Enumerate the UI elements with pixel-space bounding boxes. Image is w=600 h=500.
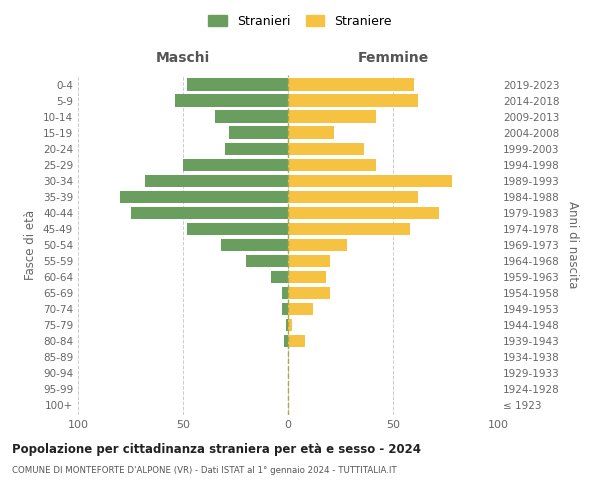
Bar bbox=[288, 94, 418, 107]
Bar bbox=[288, 126, 334, 139]
Text: COMUNE DI MONTEFORTE D'ALPONE (VR) - Dati ISTAT al 1° gennaio 2024 - TUTTITALIA.: COMUNE DI MONTEFORTE D'ALPONE (VR) - Dat… bbox=[12, 466, 397, 475]
Text: Femmine: Femmine bbox=[358, 51, 428, 65]
Bar bbox=[282, 303, 288, 316]
Bar bbox=[271, 271, 288, 283]
Bar bbox=[288, 206, 439, 219]
Bar bbox=[145, 174, 288, 187]
Bar bbox=[221, 238, 288, 252]
Bar bbox=[288, 287, 330, 300]
Bar bbox=[288, 78, 414, 91]
Bar bbox=[282, 287, 288, 300]
Bar bbox=[288, 319, 292, 332]
Bar bbox=[225, 142, 288, 155]
Bar bbox=[288, 303, 313, 316]
Bar bbox=[187, 78, 288, 91]
Bar bbox=[183, 158, 288, 171]
Bar bbox=[286, 319, 288, 332]
Bar bbox=[120, 190, 288, 203]
Y-axis label: Fasce di età: Fasce di età bbox=[25, 210, 37, 280]
Bar bbox=[130, 206, 288, 219]
Bar bbox=[288, 255, 330, 268]
Bar bbox=[288, 158, 376, 171]
Bar bbox=[288, 238, 347, 252]
Bar bbox=[246, 255, 288, 268]
Bar bbox=[288, 271, 326, 283]
Bar bbox=[187, 222, 288, 235]
Legend: Stranieri, Straniere: Stranieri, Straniere bbox=[205, 11, 395, 32]
Bar bbox=[175, 94, 288, 107]
Bar bbox=[284, 335, 288, 347]
Bar bbox=[288, 335, 305, 347]
Bar bbox=[288, 110, 376, 123]
Bar bbox=[288, 142, 364, 155]
Text: Maschi: Maschi bbox=[156, 51, 210, 65]
Bar bbox=[288, 190, 418, 203]
Bar bbox=[215, 110, 288, 123]
Bar bbox=[229, 126, 288, 139]
Text: Popolazione per cittadinanza straniera per età e sesso - 2024: Popolazione per cittadinanza straniera p… bbox=[12, 442, 421, 456]
Bar bbox=[288, 174, 452, 187]
Y-axis label: Anni di nascita: Anni di nascita bbox=[566, 202, 579, 288]
Bar bbox=[288, 222, 410, 235]
